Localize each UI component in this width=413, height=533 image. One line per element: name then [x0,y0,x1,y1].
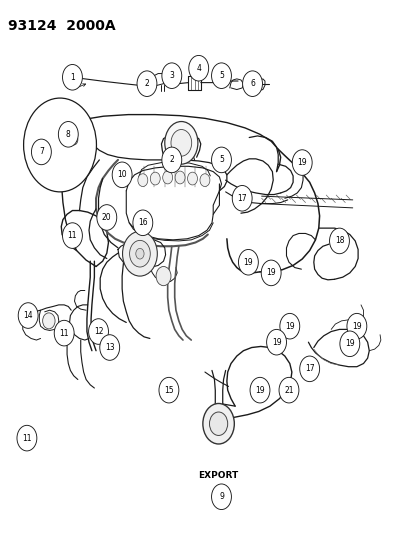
Text: 15: 15 [164,386,173,394]
Text: 2: 2 [169,156,174,164]
Circle shape [299,356,319,382]
Circle shape [211,484,231,510]
Text: 5: 5 [218,156,223,164]
Circle shape [97,205,116,230]
Text: 11: 11 [59,329,69,337]
Text: 19: 19 [351,322,361,330]
Circle shape [171,130,191,156]
Circle shape [129,240,150,267]
Circle shape [71,137,76,142]
Text: 1: 1 [70,73,75,82]
Circle shape [162,171,172,184]
Text: 14: 14 [23,311,33,320]
Circle shape [161,147,181,173]
Circle shape [249,377,269,403]
Text: 18: 18 [334,237,343,245]
Circle shape [88,319,108,344]
Circle shape [137,71,157,96]
Circle shape [24,98,96,192]
Circle shape [346,313,366,339]
Text: 19: 19 [344,340,354,348]
Text: 16: 16 [138,219,147,227]
Text: 19: 19 [266,269,275,277]
Circle shape [112,162,132,188]
Circle shape [238,249,258,275]
Circle shape [150,172,160,185]
Circle shape [138,174,147,187]
Text: 11: 11 [68,231,77,240]
Text: 11: 11 [22,434,31,442]
Circle shape [43,313,55,329]
Circle shape [58,122,78,147]
Text: 19: 19 [297,158,306,167]
Text: 93124  2000A: 93124 2000A [8,19,116,33]
Circle shape [232,185,252,211]
Circle shape [62,64,82,90]
Circle shape [161,63,181,88]
Circle shape [122,231,157,276]
Circle shape [202,403,234,444]
Circle shape [159,377,178,403]
Circle shape [266,329,286,355]
Text: EXPORT: EXPORT [197,471,237,480]
Circle shape [18,303,38,328]
Circle shape [279,313,299,339]
Circle shape [54,320,74,346]
Circle shape [17,425,37,451]
Circle shape [261,260,280,286]
Text: 2: 2 [144,79,149,88]
Text: 17: 17 [304,365,314,373]
Circle shape [278,377,298,403]
Circle shape [62,223,82,248]
Circle shape [211,63,231,88]
Circle shape [175,171,185,184]
Circle shape [199,174,209,187]
Circle shape [329,228,349,254]
Circle shape [187,172,197,185]
Circle shape [133,210,152,236]
Circle shape [188,55,208,81]
Circle shape [339,331,359,357]
Circle shape [242,71,262,96]
Circle shape [156,266,171,286]
Text: 9: 9 [218,492,223,501]
Circle shape [292,150,311,175]
Circle shape [209,412,227,435]
Text: 19: 19 [271,338,281,346]
Text: 20: 20 [102,213,112,222]
Text: 17: 17 [237,194,247,203]
Text: 19: 19 [284,322,294,330]
Circle shape [135,248,144,259]
Circle shape [211,147,231,173]
Text: 5: 5 [218,71,223,80]
Text: 6: 6 [249,79,254,88]
Text: 19: 19 [243,258,253,266]
Text: 3: 3 [169,71,174,80]
Circle shape [100,335,119,360]
Text: 21: 21 [284,386,293,394]
Text: 4: 4 [196,64,201,72]
Circle shape [69,134,78,145]
Text: 10: 10 [117,171,127,179]
Text: 19: 19 [254,386,264,394]
Circle shape [164,122,197,164]
Circle shape [31,139,51,165]
Text: 7: 7 [39,148,44,156]
Text: 12: 12 [94,327,103,336]
Text: 8: 8 [66,130,71,139]
Text: 13: 13 [104,343,114,352]
